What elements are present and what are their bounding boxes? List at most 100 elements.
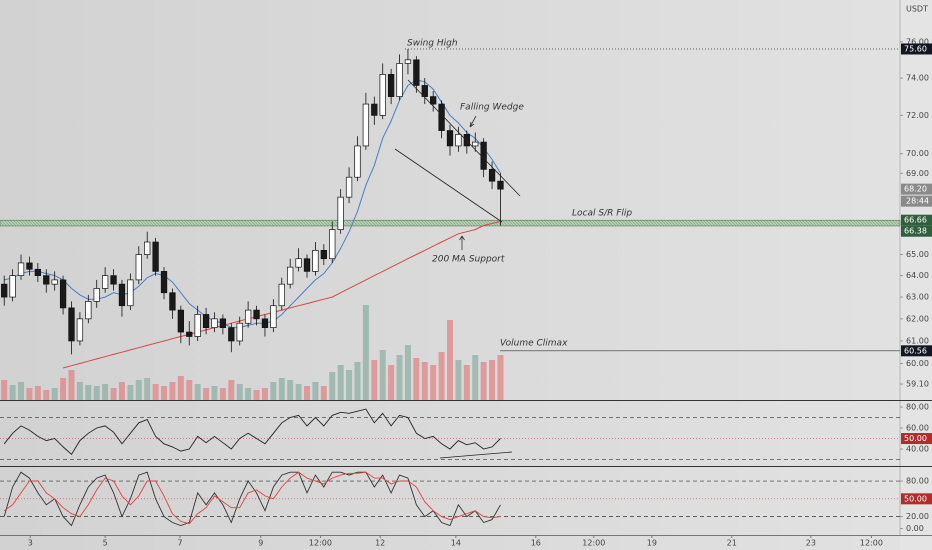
price-axis	[900, 0, 932, 550]
x-tick-label: 12:00	[582, 539, 605, 548]
candle-body	[261, 318, 269, 328]
y-tick-label: 61.00	[906, 336, 929, 345]
volume-bar	[463, 365, 470, 400]
volume-bar	[102, 384, 109, 400]
moving-average	[62, 220, 501, 369]
candle-body	[144, 241, 151, 255]
price-label-box	[901, 225, 932, 237]
candle-body	[337, 196, 344, 230]
y-tick-label: 74.00	[906, 74, 929, 83]
candle-body	[345, 176, 353, 198]
plot	[0, 48, 901, 527]
volume-bar	[253, 390, 260, 400]
volume-bar	[135, 380, 142, 400]
volume-bar	[85, 385, 92, 400]
volume-bar	[177, 376, 184, 400]
y-tick-label: 0.00	[906, 524, 924, 533]
x-tick-label: 19	[647, 539, 657, 548]
candle-body	[68, 307, 75, 342]
y-tick-label: 64.00	[906, 271, 929, 280]
candle-body	[329, 229, 336, 260]
x-tick-label: 12:00	[860, 539, 883, 548]
candle-body	[354, 145, 361, 178]
wedge-line	[394, 148, 503, 223]
volume-bar	[236, 384, 243, 400]
candle-body	[320, 250, 327, 260]
candle-body	[26, 262, 33, 270]
currency: USDT	[906, 5, 928, 14]
candle-body	[396, 63, 403, 97]
candle-body	[497, 180, 504, 190]
rsi-line	[3, 408, 501, 455]
timer: 28:44	[906, 197, 929, 206]
candle-body	[270, 305, 277, 328]
candle-body	[194, 314, 201, 337]
y-tick-label: 59.10	[906, 380, 929, 389]
candle-body	[152, 241, 159, 272]
candle-body	[404, 59, 412, 64]
price-label: 68.20	[904, 185, 927, 194]
volume-bar	[261, 388, 268, 400]
x-tick-label: 12:00	[309, 539, 332, 548]
midline-label: 50.00	[904, 494, 927, 503]
candle-body	[244, 309, 252, 324]
volume-bar	[152, 384, 159, 400]
annotation: 200 MA Support	[432, 255, 505, 265]
y-tick-label: 60.00	[906, 359, 929, 368]
candle-body	[160, 271, 168, 294]
stoch-line	[3, 471, 501, 525]
midline-label: 50.00	[904, 434, 927, 443]
candle-body	[51, 279, 58, 285]
volume-bar	[169, 382, 176, 400]
candle-body	[76, 318, 84, 342]
volume-bar	[211, 386, 218, 400]
candle-body	[186, 331, 193, 337]
volume-bar	[312, 382, 319, 400]
candle-body	[312, 250, 319, 272]
volume-bar	[43, 390, 50, 400]
volume-bar	[1, 380, 8, 400]
volume-bar	[18, 382, 25, 400]
stoch-line	[3, 471, 501, 527]
candle-body	[228, 327, 235, 342]
midline-box	[901, 433, 932, 445]
volume-bar	[26, 388, 33, 400]
x-tick-label: 14	[451, 539, 461, 548]
candle-body	[371, 103, 378, 116]
x-tick-label: 3	[28, 539, 33, 548]
volume-bar	[51, 388, 58, 400]
candle-body	[480, 141, 487, 170]
volume-bar	[161, 386, 168, 400]
candle-body	[303, 258, 311, 272]
volume-bar	[194, 384, 201, 400]
candle-body	[59, 279, 67, 309]
price-label-box	[901, 43, 932, 55]
x-tick-label: 12	[375, 539, 385, 548]
rsi-trendline	[439, 451, 513, 459]
volume-bar	[278, 378, 285, 400]
volume-bar	[337, 365, 344, 400]
annotation: Volume Climax	[500, 339, 568, 349]
x-tick-label: 16	[531, 539, 541, 548]
x-tick-label: 9	[258, 539, 263, 548]
candle-body	[34, 268, 42, 276]
candle-body	[472, 141, 479, 147]
y-tick-label: 40.00	[906, 445, 929, 454]
annotation: Swing High	[407, 39, 458, 49]
price-label: 75.60	[904, 44, 927, 53]
volume-bar	[388, 365, 395, 400]
y-tick-label: 63.00	[906, 293, 929, 302]
volume-bar	[144, 378, 151, 400]
volume-bar	[480, 362, 487, 400]
price-label: 66.38	[904, 227, 927, 236]
volume-bar	[219, 388, 226, 400]
y-tick-label: 60.00	[906, 424, 929, 433]
candle-body	[430, 96, 437, 105]
candle-body	[1, 283, 8, 298]
candle-body	[177, 309, 184, 333]
arrow	[469, 115, 477, 128]
volume-bar	[295, 384, 302, 400]
price-label-box	[901, 214, 932, 226]
volume-bar	[9, 385, 16, 400]
